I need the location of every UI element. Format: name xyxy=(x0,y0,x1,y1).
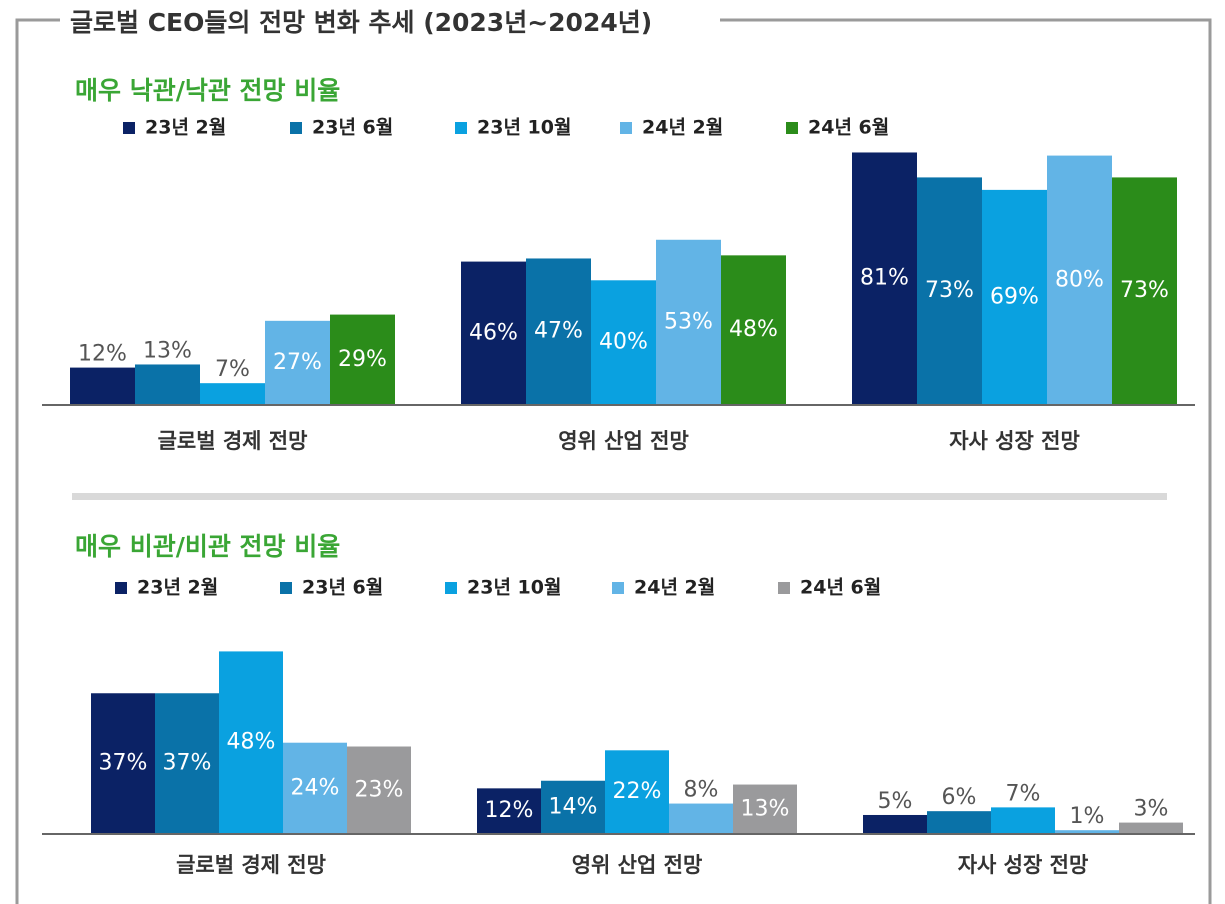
x-tick-label: 자사 성장 전망 xyxy=(958,853,1089,877)
bar xyxy=(927,811,991,834)
data-label: 3% xyxy=(1134,797,1169,822)
data-label: 73% xyxy=(925,278,974,303)
data-label: 5% xyxy=(878,789,913,814)
bar xyxy=(200,383,265,405)
page-title: 글로벌 CEO들의 전망 변화 추세 (2023년~2024년) xyxy=(70,8,652,37)
bar xyxy=(917,177,982,405)
data-label: 24% xyxy=(291,775,340,800)
legend-label: 23년 2월 xyxy=(145,117,226,139)
legend-swatch xyxy=(290,122,302,134)
bar xyxy=(982,189,1047,405)
bar xyxy=(265,320,330,405)
bar xyxy=(656,239,721,405)
data-label: 37% xyxy=(99,751,148,776)
data-label: 73% xyxy=(1120,278,1169,303)
x-tick-label: 자사 성장 전망 xyxy=(949,429,1080,453)
bar xyxy=(1112,177,1177,405)
title-backdrop xyxy=(60,5,720,45)
bar xyxy=(605,750,669,834)
bar xyxy=(70,367,135,405)
bar xyxy=(669,803,733,834)
data-label: 46% xyxy=(469,320,518,345)
legend-label: 24년 2월 xyxy=(642,117,723,139)
chart-title: 매우 낙관/낙관 전망 비율 xyxy=(75,76,340,105)
bar xyxy=(1119,822,1183,834)
data-label: 80% xyxy=(1055,267,1104,292)
legend-label: 24년 6월 xyxy=(808,117,889,139)
legend-swatch xyxy=(778,582,790,594)
data-label: 48% xyxy=(227,730,276,755)
bar xyxy=(541,780,605,834)
legend-label: 23년 2월 xyxy=(137,577,218,599)
data-label: 6% xyxy=(942,785,977,810)
data-label: 40% xyxy=(599,330,648,355)
bar xyxy=(347,746,411,834)
legend-swatch xyxy=(123,122,135,134)
bar xyxy=(330,314,395,405)
data-label: 14% xyxy=(549,794,598,819)
x-tick-label: 글로벌 경제 전망 xyxy=(158,429,308,453)
data-label: 47% xyxy=(534,319,583,344)
bar xyxy=(477,788,541,834)
data-label: 13% xyxy=(143,338,192,363)
bar xyxy=(733,784,797,834)
legend-swatch xyxy=(455,122,467,134)
data-label: 48% xyxy=(729,317,778,342)
x-tick-label: 글로벌 경제 전망 xyxy=(176,853,326,877)
legend-label: 23년 10월 xyxy=(467,577,561,599)
bar xyxy=(135,364,200,405)
data-label: 12% xyxy=(78,342,127,367)
bar xyxy=(526,258,591,405)
data-label: 81% xyxy=(860,266,909,291)
data-label: 22% xyxy=(613,779,662,804)
legend-swatch xyxy=(620,122,632,134)
bar xyxy=(863,814,927,834)
legend-swatch xyxy=(612,582,624,594)
data-label: 7% xyxy=(1006,781,1041,806)
chart-title: 매우 비관/비관 전망 비율 xyxy=(75,532,340,561)
legend-label: 23년 6월 xyxy=(302,577,383,599)
bar xyxy=(283,742,347,834)
bar xyxy=(721,255,786,405)
data-label: 37% xyxy=(163,751,212,776)
bar xyxy=(1047,155,1112,405)
data-label: 7% xyxy=(215,357,250,382)
legend-swatch xyxy=(445,582,457,594)
bar xyxy=(852,152,917,405)
data-label: 1% xyxy=(1070,804,1105,829)
data-label: 69% xyxy=(990,284,1039,309)
data-label: 8% xyxy=(684,778,719,803)
legend-swatch xyxy=(280,582,292,594)
legend-swatch xyxy=(786,122,798,134)
data-label: 23% xyxy=(355,777,404,802)
bar xyxy=(991,807,1055,834)
bar xyxy=(219,651,283,834)
legend-label: 24년 2월 xyxy=(634,577,715,599)
bar xyxy=(591,280,656,405)
bar xyxy=(1055,830,1119,834)
data-label: 27% xyxy=(273,350,322,375)
data-label: 29% xyxy=(338,347,387,372)
legend-label: 23년 10월 xyxy=(477,117,571,139)
bar xyxy=(91,693,155,834)
data-label: 53% xyxy=(664,309,713,334)
legend-label: 23년 6월 xyxy=(312,117,393,139)
legend-label: 24년 6월 xyxy=(800,577,881,599)
x-tick-label: 영위 산업 전망 xyxy=(572,853,703,877)
data-label: 13% xyxy=(741,796,790,821)
data-label: 12% xyxy=(485,798,534,823)
separator xyxy=(72,493,1167,500)
bar xyxy=(155,693,219,834)
bar xyxy=(461,261,526,405)
legend-swatch xyxy=(115,582,127,594)
x-tick-label: 영위 산업 전망 xyxy=(558,429,689,453)
